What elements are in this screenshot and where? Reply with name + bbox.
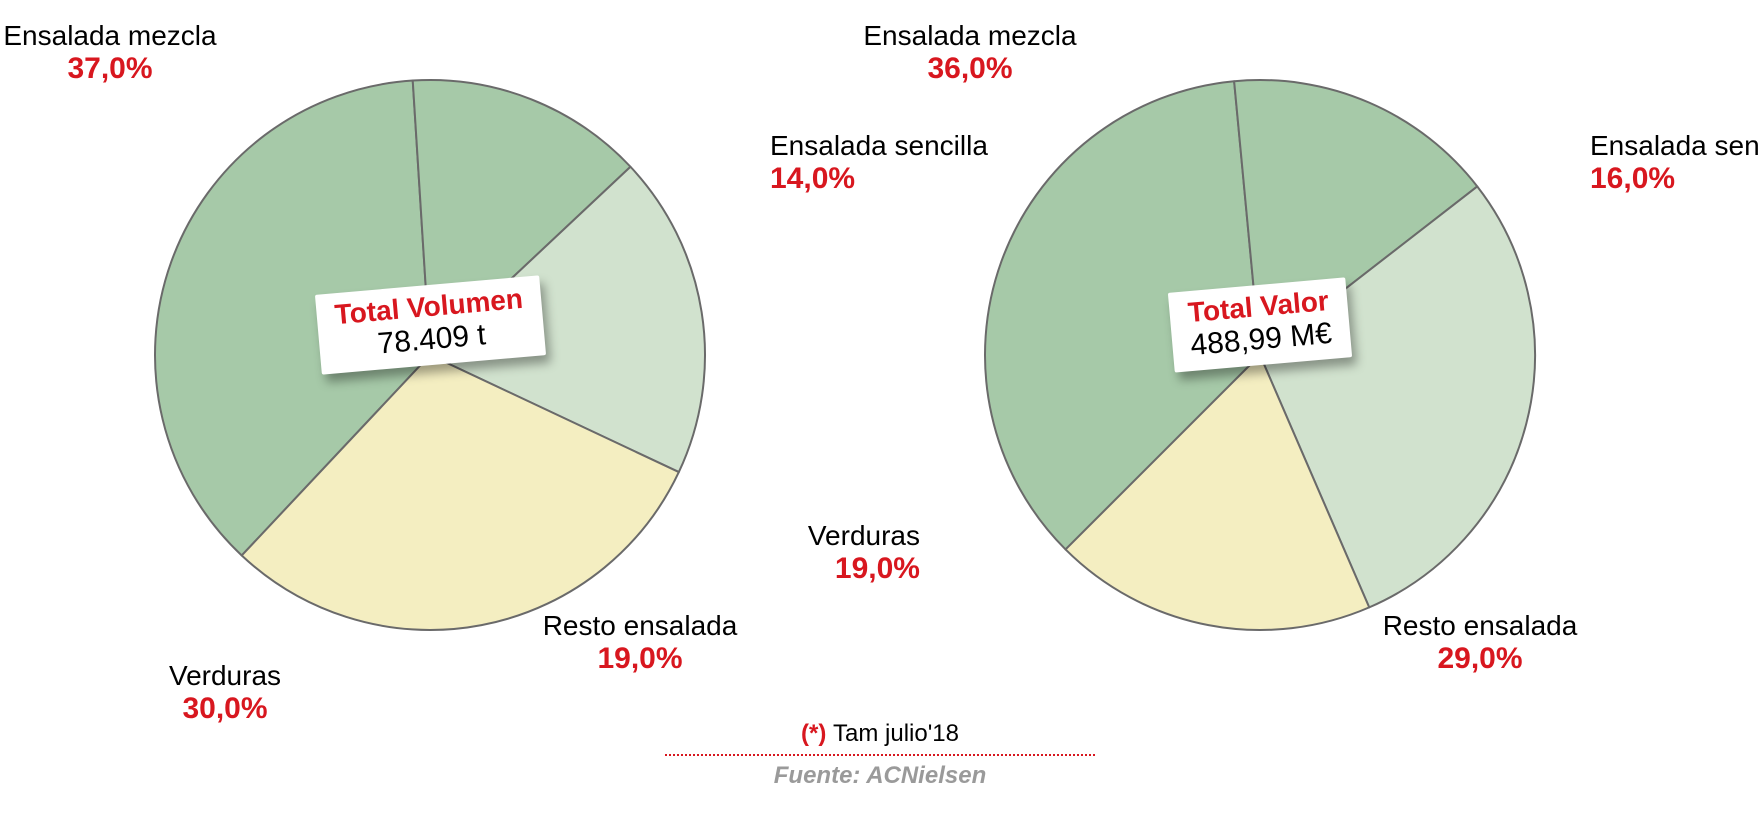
footer-note: (*) Tam julio'18 bbox=[0, 720, 1760, 748]
slice-category: Verduras bbox=[660, 520, 920, 552]
slice-category: Resto ensalada bbox=[1330, 610, 1630, 642]
center-card-val: Total Valor488,99 M€ bbox=[1168, 277, 1352, 372]
slice-label: Resto ensalada29,0% bbox=[1330, 610, 1630, 677]
slice-label: Ensalada mezcla36,0% bbox=[820, 20, 1120, 87]
footer-asterisk: (*) bbox=[801, 720, 833, 747]
pie-chart-val bbox=[0, 0, 1760, 823]
slice-percent: 16,0% bbox=[1590, 162, 1760, 197]
chart-footer: (*) Tam julio'18 Fuente: ACNielsen bbox=[0, 720, 1760, 790]
slice-percent: 29,0% bbox=[1330, 642, 1630, 677]
slice-category: Ensalada mezcla bbox=[820, 20, 1120, 52]
slice-category: Ensalada sencilla bbox=[1590, 130, 1760, 162]
footer-note-text: Tam julio'18 bbox=[833, 720, 959, 747]
slice-label: Ensalada sencilla16,0% bbox=[1590, 130, 1760, 197]
chart-stage: Ensalada mezcla37,0%Ensalada sencilla14,… bbox=[0, 0, 1760, 823]
slice-percent: 36,0% bbox=[820, 52, 1120, 87]
footer-source: Fuente: ACNielsen bbox=[0, 762, 1760, 790]
slice-label: Verduras19,0% bbox=[660, 520, 920, 587]
footer-divider bbox=[665, 754, 1095, 756]
slice-percent: 19,0% bbox=[660, 552, 920, 587]
